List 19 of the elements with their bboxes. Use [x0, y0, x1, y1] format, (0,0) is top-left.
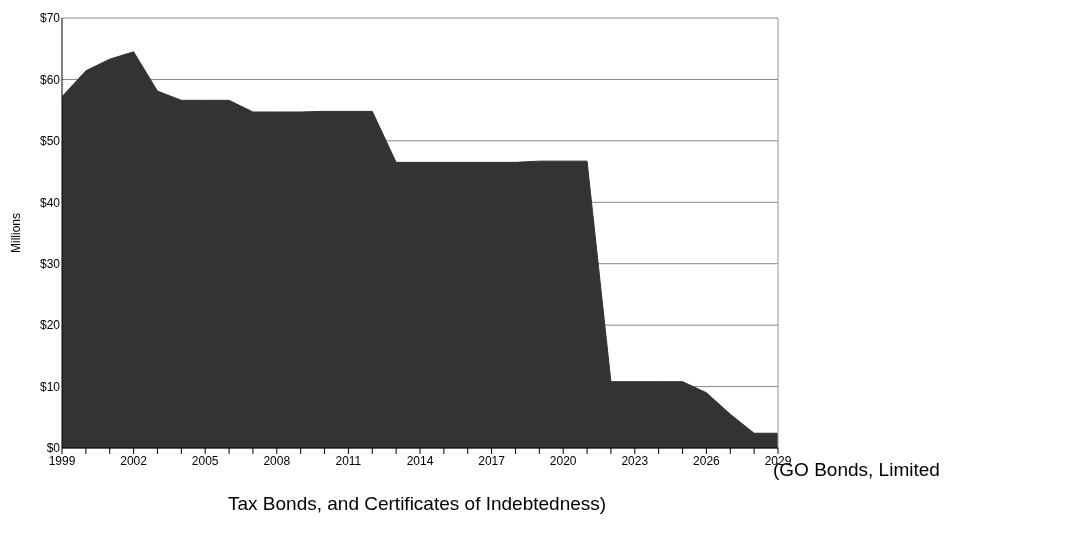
y-tick-label: $70 — [39, 11, 61, 26]
x-tick-label: 2026 — [693, 453, 721, 468]
x-tick-label: 2005 — [191, 453, 219, 468]
x-tick-label: 2023 — [621, 453, 649, 468]
x-tick-label: 2011 — [335, 453, 362, 468]
y-tick-label: $30 — [39, 256, 61, 271]
y-tick-label: $60 — [39, 72, 61, 87]
x-tick-label: 2002 — [120, 453, 148, 468]
x-tick-label: 2017 — [478, 453, 506, 468]
y-tick-label: $0 — [46, 441, 61, 456]
x-tick-label: 2008 — [263, 453, 291, 468]
x-tick-label: 2014 — [406, 453, 434, 468]
y-axis-title: Millions — [9, 212, 24, 254]
y-tick-label: $20 — [39, 318, 61, 333]
x-tick-label: 1999 — [48, 453, 76, 468]
y-tick-label: $40 — [39, 195, 61, 210]
y-tick-label: $10 — [39, 379, 61, 394]
x-tick-label: 2020 — [549, 453, 577, 468]
y-tick-label: $50 — [39, 134, 61, 149]
